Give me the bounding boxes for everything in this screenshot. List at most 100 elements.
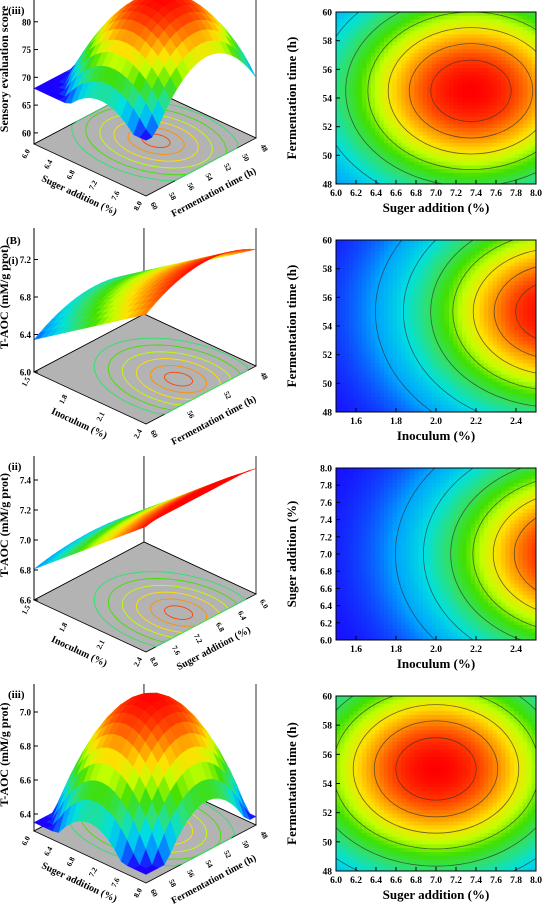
contour-cell bbox=[340, 382, 345, 386]
contour-cell bbox=[458, 31, 463, 35]
contour-cell bbox=[527, 240, 532, 244]
contour-cell bbox=[366, 53, 371, 57]
contour-cell bbox=[479, 94, 484, 98]
contour-cell bbox=[514, 390, 519, 394]
contour-cell bbox=[514, 109, 519, 113]
contour-cell bbox=[423, 300, 428, 304]
contour-cell bbox=[527, 158, 532, 162]
contour-cell bbox=[419, 371, 424, 375]
contour-cell bbox=[453, 120, 458, 124]
contour-cell bbox=[393, 397, 398, 401]
contour-cell bbox=[458, 326, 463, 330]
contour-cell bbox=[514, 94, 519, 98]
contour-cell bbox=[479, 34, 484, 38]
contour-cell bbox=[401, 87, 406, 91]
contour-cell bbox=[462, 117, 467, 121]
contour-cell bbox=[419, 367, 424, 371]
contour-cell bbox=[427, 315, 432, 319]
contour-cell bbox=[497, 38, 502, 42]
contour-cell bbox=[519, 307, 524, 311]
contour-cell bbox=[440, 158, 445, 162]
contour-cell bbox=[406, 135, 411, 139]
contour-cell bbox=[419, 300, 424, 304]
contour-cell bbox=[471, 109, 476, 113]
contour-cell bbox=[393, 255, 398, 259]
contour-cell bbox=[432, 64, 437, 68]
contour-cell bbox=[423, 307, 428, 311]
contour-cell bbox=[414, 251, 419, 255]
contour-cell bbox=[527, 304, 532, 308]
contour-cell bbox=[371, 102, 376, 106]
contour-cell bbox=[358, 401, 363, 405]
contour-cell bbox=[519, 405, 524, 409]
contour-cell bbox=[466, 154, 471, 158]
contour-cell bbox=[336, 12, 341, 16]
contour-cell bbox=[453, 371, 458, 375]
contour-cell bbox=[488, 296, 493, 300]
contour-cell bbox=[358, 139, 363, 143]
contour-cell bbox=[488, 266, 493, 270]
contour-cell bbox=[449, 68, 454, 72]
contour-cell bbox=[336, 311, 341, 315]
contour-cell bbox=[397, 128, 402, 132]
contour-cell bbox=[419, 289, 424, 293]
contour-cell bbox=[519, 333, 524, 337]
contour-cell bbox=[423, 72, 428, 76]
contour-cell bbox=[384, 382, 389, 386]
contour-cell bbox=[406, 367, 411, 371]
contour-cell bbox=[371, 401, 376, 405]
contour-cell bbox=[371, 315, 376, 319]
contour-cell bbox=[345, 150, 350, 154]
contour-cell bbox=[393, 300, 398, 304]
contour-cell bbox=[401, 42, 406, 46]
contour-cell bbox=[432, 173, 437, 177]
contour-cell bbox=[384, 281, 389, 285]
contour-cell bbox=[449, 341, 454, 345]
contour-cell bbox=[336, 360, 341, 364]
contour-cell bbox=[445, 143, 450, 147]
contour-cell bbox=[349, 304, 354, 308]
contour-cell bbox=[484, 326, 489, 330]
contour-cell bbox=[401, 363, 406, 367]
contour-cell bbox=[397, 356, 402, 360]
contour-cell bbox=[453, 64, 458, 68]
contour-cell bbox=[427, 135, 432, 139]
contour-cell bbox=[514, 247, 519, 251]
contour-cell bbox=[388, 281, 393, 285]
contour-cell bbox=[523, 274, 528, 278]
contour-cell bbox=[397, 251, 402, 255]
contour-cell bbox=[449, 390, 454, 394]
contour-cell bbox=[527, 147, 532, 151]
contour-cell bbox=[388, 53, 393, 57]
contour-cell bbox=[475, 345, 480, 349]
contour-cell bbox=[484, 352, 489, 356]
contour-cell bbox=[423, 266, 428, 270]
contour-cell bbox=[479, 128, 484, 132]
contour-cell bbox=[471, 244, 476, 248]
contour-cell bbox=[449, 270, 454, 274]
contour-cell bbox=[406, 270, 411, 274]
contour-cell bbox=[419, 262, 424, 266]
contour-cell bbox=[423, 165, 428, 169]
contour-cell bbox=[519, 49, 524, 53]
contour-cell bbox=[462, 94, 467, 98]
contour-cell bbox=[471, 91, 476, 95]
contour-cell bbox=[423, 255, 428, 259]
contour-cell bbox=[445, 393, 450, 397]
contour-cell bbox=[345, 307, 350, 311]
contour-cell bbox=[488, 281, 493, 285]
contour-cell bbox=[519, 98, 524, 102]
contour-cell bbox=[523, 169, 528, 173]
contour-cell bbox=[440, 79, 445, 83]
contour-cell bbox=[349, 109, 354, 113]
contour-cell bbox=[340, 53, 345, 57]
contour-cell bbox=[466, 49, 471, 53]
contour-cell bbox=[475, 49, 480, 53]
contour-cell bbox=[353, 274, 358, 278]
contour-cell bbox=[449, 386, 454, 390]
contour-cell bbox=[366, 150, 371, 154]
contour-cell bbox=[419, 319, 424, 323]
contour-cell bbox=[423, 345, 428, 349]
contour-cell bbox=[466, 124, 471, 128]
contour-cell bbox=[353, 34, 358, 38]
